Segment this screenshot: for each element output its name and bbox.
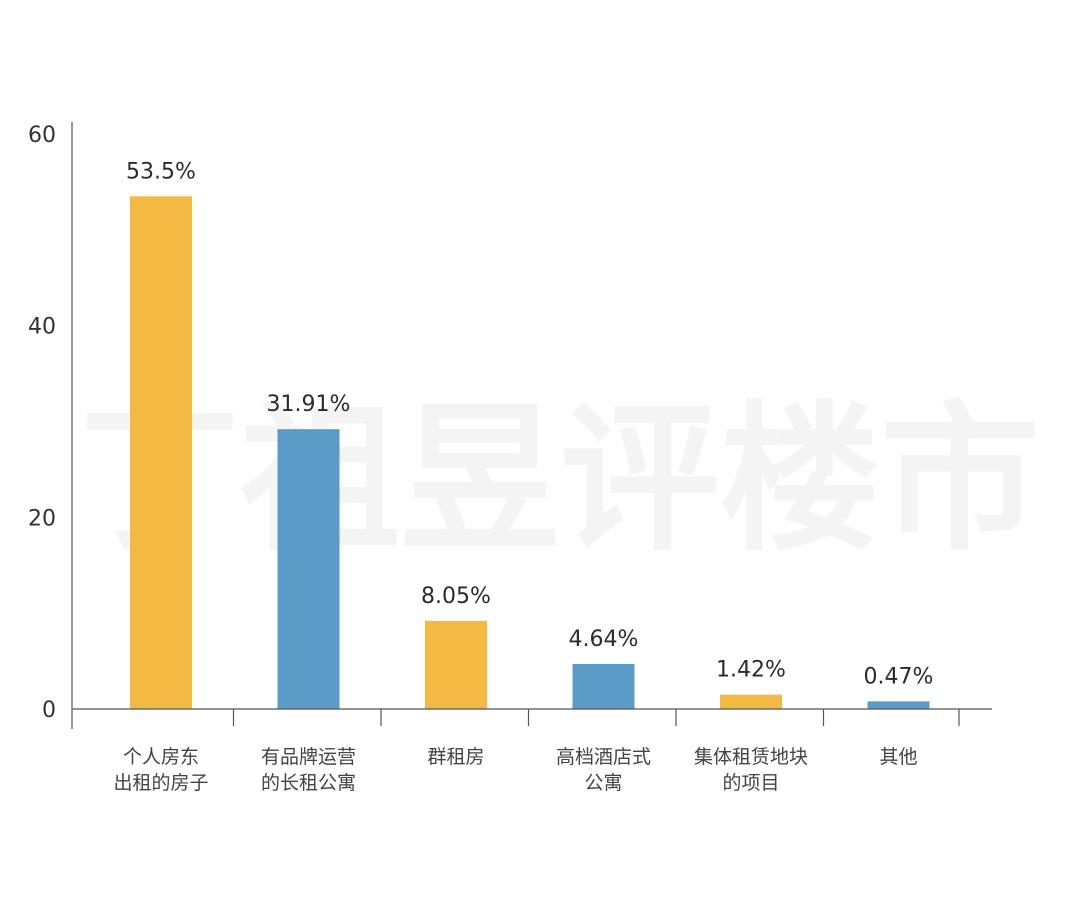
bar [720, 694, 782, 709]
category-label: 个人房东 [123, 746, 199, 768]
bar [572, 663, 635, 709]
bars-group [130, 196, 930, 709]
category-label: 出租的房子 [113, 772, 208, 794]
category-label: 集体租赁地块 [694, 746, 808, 768]
watermark-text: 丁祖昱评楼市 [80, 385, 1040, 573]
data-label: 31.91% [267, 392, 351, 417]
data-label: 53.5% [126, 159, 196, 184]
x-tick-marks-group [232, 709, 960, 726]
data-label: 8.05% [421, 584, 491, 609]
data-label: 0.47% [864, 664, 934, 689]
bar [277, 429, 340, 709]
category-label: 公寓 [584, 772, 622, 794]
category-label: 有品牌运营 [261, 746, 356, 768]
data-label: 1.42% [716, 658, 786, 683]
y-tick-label: 20 [28, 506, 56, 531]
category-label: 的项目 [722, 772, 779, 794]
data-label: 4.64% [569, 627, 639, 652]
bar [130, 196, 192, 709]
bar [867, 701, 930, 709]
y-tick-label: 0 [42, 698, 56, 723]
y-tick-label: 40 [28, 315, 56, 340]
category-label: 其他 [879, 746, 917, 768]
y-tick-labels-group: 0 20 40 60 [28, 123, 56, 723]
category-label: 的长租公寓 [261, 772, 356, 794]
category-label: 群租房 [427, 746, 484, 768]
bar [425, 620, 487, 709]
category-label: 高档酒店式 [556, 746, 651, 768]
data-labels-group: 53.5% 31.91% 8.05% 4.64% 1.42% 0.47% [126, 159, 933, 689]
y-tick-label: 60 [28, 123, 56, 148]
